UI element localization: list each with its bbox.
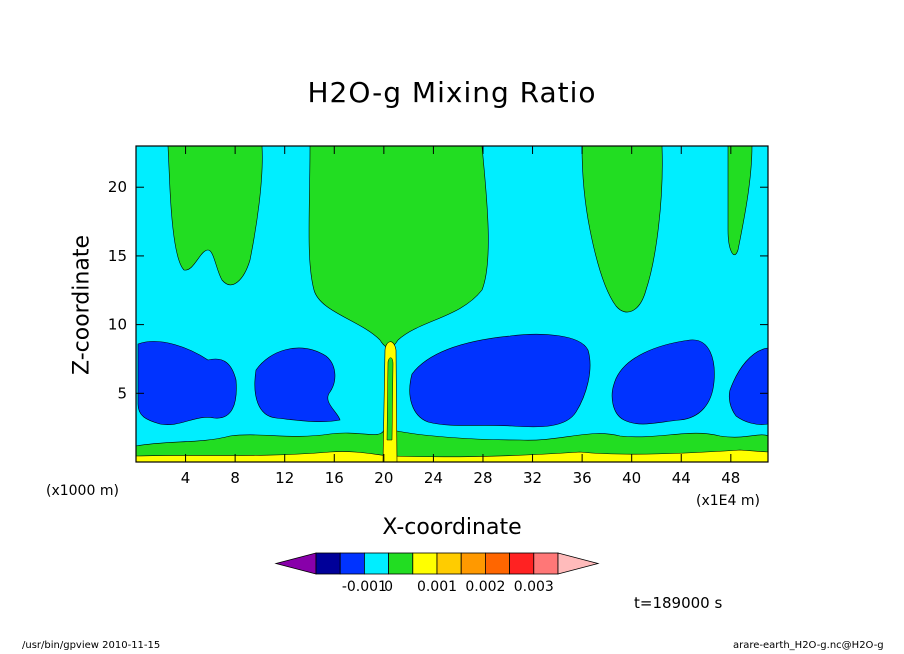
colorbar-cell (436, 552, 462, 575)
colorbar-cell (509, 552, 535, 575)
y-tick-label: 20 (108, 178, 127, 196)
x-tick-label: 24 (424, 469, 443, 487)
colorbar-cell (460, 552, 486, 575)
x-tick-label: 4 (181, 469, 191, 487)
x-tick-label: 32 (523, 469, 542, 487)
x-tick-label: 12 (275, 469, 294, 487)
colorbar-cell (363, 552, 389, 575)
colorbar-cell (388, 552, 414, 575)
time-label: t=189000 s (634, 594, 723, 612)
colorbar-tick-label: 0.003 (514, 579, 554, 595)
colorbar-cell (412, 552, 438, 575)
colorbar-cell (339, 552, 365, 575)
x-tick-label: 20 (374, 469, 393, 487)
footer-right: arare-earth_H2O-g.nc@H2O-g (733, 640, 884, 651)
colorbar-tick-label: -0.001 (342, 579, 387, 595)
x-tick-label: 44 (672, 469, 691, 487)
x-tick-label: 48 (721, 469, 740, 487)
colorbar-cell (274, 552, 317, 575)
colorbar-tick-label: 0.001 (417, 579, 457, 595)
footer-left: /usr/bin/gpview 2010-11-15 (22, 640, 161, 651)
chart-title: H2O-g Mixing Ratio (307, 76, 597, 109)
x-tick-label: 16 (325, 469, 344, 487)
x-tick-label: 28 (473, 469, 492, 487)
x-axis-ticks: 4 8 12 16 20 24 28 32 36 40 44 48 (181, 146, 740, 487)
y-tick-label: 10 (108, 316, 127, 334)
y-tick-label: 15 (108, 247, 127, 265)
contour-field (135, 145, 769, 463)
colorbar-cell (315, 552, 341, 575)
colorbar-tick-label: 0.002 (465, 579, 505, 595)
x-tick-label: 40 (622, 469, 641, 487)
x-axis-unit-right: (x1E4 m) (696, 493, 760, 509)
colorbar-tick-label: 0 (384, 579, 393, 595)
x-axis-label: X-coordinate (382, 515, 522, 540)
x-tick-label: 8 (230, 469, 240, 487)
colorbar-cell (484, 552, 510, 575)
x-tick-label: 36 (573, 469, 592, 487)
colorbar-cell (533, 552, 559, 575)
y-tick-label: 5 (117, 384, 127, 402)
colorbar-cell (557, 552, 600, 575)
x-axis-unit-left: (x1000 m) (46, 483, 119, 499)
y-axis-ticks: 5 10 15 20 (108, 178, 768, 402)
